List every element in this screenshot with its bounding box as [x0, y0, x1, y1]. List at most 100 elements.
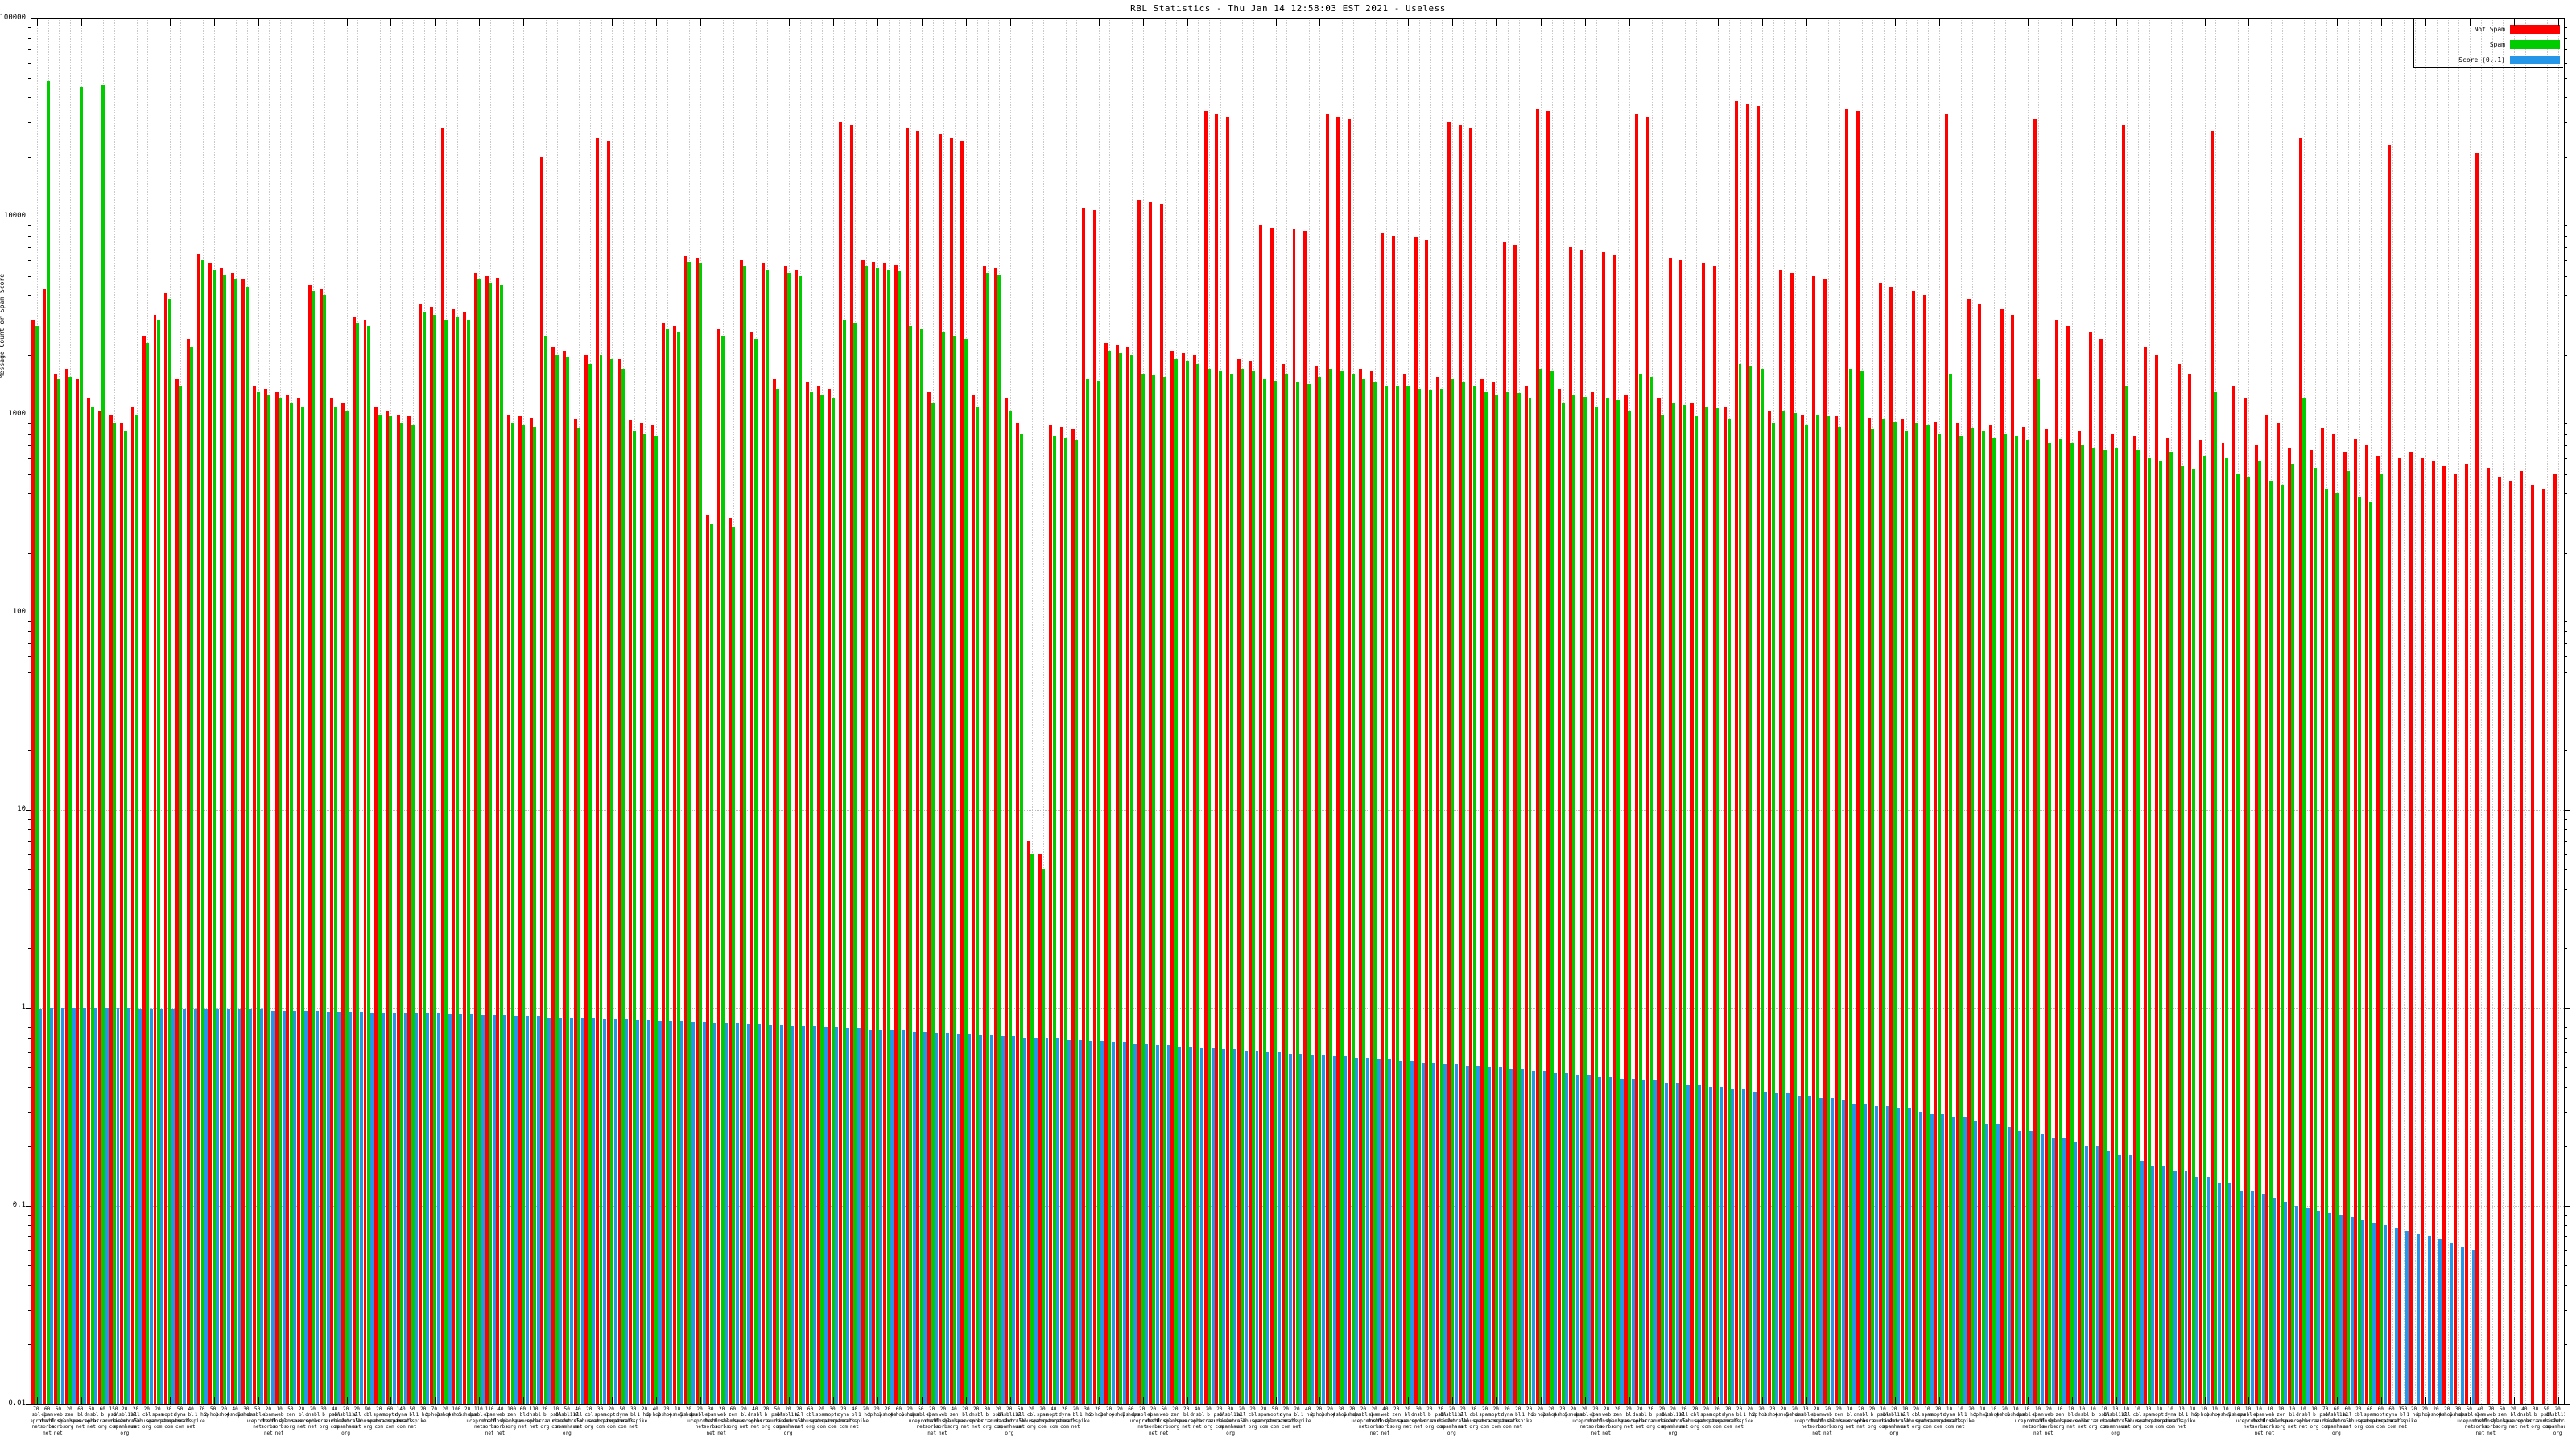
bar-spam — [610, 359, 614, 1404]
bar-not-spam — [1060, 427, 1063, 1404]
x-tick-label: 10 web dnsbl sorbs net — [2258, 1406, 2282, 1436]
bar-score — [1155, 1045, 1159, 1404]
bar-group — [1668, 19, 1679, 1404]
bar-not-spam — [1801, 414, 1805, 1404]
bar-group — [795, 19, 806, 1404]
bar-group — [551, 19, 563, 1404]
y-tick-label: 10 — [17, 805, 26, 814]
x-tick-label: 20 dnsbl sorbs net — [1628, 1406, 1652, 1430]
x-tick-label-line: noptr — [2152, 1412, 2167, 1418]
bar-group — [1402, 19, 1414, 1404]
x-tick-label: 20 4 hops — [2435, 1406, 2459, 1418]
x-tick-label-line: net — [927, 1430, 937, 1436]
x-tick-label-line: dnsbl112 — [2545, 1412, 2565, 1418]
bar-spam — [1428, 390, 1432, 1404]
x-tick-label-line: 20 — [1548, 1406, 1554, 1412]
bar-score — [2217, 1183, 2221, 1404]
x-tick-label-line: spam — [2474, 1412, 2487, 1418]
x-tick-label-line: org — [540, 1424, 550, 1430]
bar-spam — [1218, 371, 1222, 1404]
bar-spam — [411, 425, 415, 1404]
x-tick-label: 20 5 hops — [456, 1406, 480, 1418]
x-tick-label-line: abuseat — [1463, 1418, 1484, 1424]
bar-not-spam — [286, 394, 290, 1404]
x-tick-label-line: spam — [373, 1412, 385, 1418]
x-tick-label-line: 30 — [829, 1406, 836, 1412]
bar-score — [2151, 1165, 2155, 1404]
bar-not-spam — [2121, 125, 2125, 1404]
x-tick-label-line: 20 — [1537, 1406, 1543, 1412]
x-tick-label-line: dnsbl-1 — [2237, 1412, 2259, 1418]
x-axis-tick — [2027, 1397, 2029, 1404]
bar-not-spam — [2365, 444, 2369, 1404]
x-tick-label-line: 20 — [1592, 1406, 1599, 1412]
x-tick-label-line: sorbs — [2472, 1424, 2487, 1430]
bar-spam — [1628, 410, 1632, 1404]
legend-swatch-not-spam — [2510, 24, 2560, 34]
bar-score — [1974, 1121, 1978, 1404]
x-tick-label: 110 dnsbl sorbs net — [522, 1406, 546, 1430]
x-tick-label: 20 5 hops — [1340, 1406, 1364, 1418]
x-tick-label-line: org — [783, 1430, 793, 1436]
x-tick-label-line: 20 — [353, 1406, 360, 1412]
x-tick-label-line: barracudacentral — [1860, 1418, 1907, 1424]
bar-spam — [68, 376, 72, 1404]
bar-not-spam — [1414, 237, 1418, 1404]
x-tick-label-line: 20 — [818, 1406, 824, 1412]
bar-group — [1148, 19, 1160, 1404]
x-tick-label: 50 all s5h net — [1009, 1406, 1033, 1430]
x-tick-label: 20 1 hop — [1738, 1406, 1762, 1418]
x-axis-tick — [1541, 1397, 1542, 1404]
legend-label-not-spam: Not Spam — [2474, 25, 2505, 33]
x-tick-label-line: 20 — [1691, 1406, 1699, 1412]
x-tick-label-line: net — [1679, 1424, 1689, 1430]
x-tick-label-line: 40 — [1382, 1406, 1389, 1412]
x-tick-label-line: dnsbl — [84, 1412, 99, 1418]
x-tick-label-line: 20 — [1891, 1406, 1897, 1412]
bar-spam — [1085, 379, 1089, 1404]
x-tick-label-line: dnsbl-1 — [1574, 1412, 1595, 1418]
gridline-v — [2558, 19, 2560, 1404]
bar-score — [503, 1015, 507, 1404]
x-tick-label-line: org — [2354, 1424, 2363, 1430]
x-tick-label: 30 noptr spamrats com — [157, 1406, 181, 1430]
x-tick-label-line: 20 — [741, 1406, 747, 1412]
x-tick-label-line: com — [1922, 1424, 1932, 1430]
bar-group — [1701, 19, 1712, 1404]
bar-group — [1690, 19, 1702, 1404]
bar-score — [1775, 1093, 1779, 1404]
x-axis-tick — [2381, 1397, 2383, 1404]
y-axis-minor-tick — [28, 948, 31, 950]
bar-group — [76, 19, 87, 1404]
bar-not-spam — [120, 423, 124, 1404]
gridline-v — [2437, 19, 2438, 1404]
y-axis-minor-tick — [2564, 156, 2567, 158]
bar-score — [171, 1009, 175, 1404]
bar-score — [514, 1016, 518, 1404]
x-tick-label: 20 cbl abuseat org — [1904, 1406, 1928, 1430]
y-tick-label: 0.1 — [12, 1201, 26, 1210]
x-tick-label: 50 2 hops — [201, 1406, 225, 1418]
y-axis-minor-tick — [28, 1111, 31, 1113]
bar-group — [2387, 19, 2398, 1404]
x-tick-label-line: spamrats — [610, 1418, 634, 1424]
x-tick-label-line: 100 — [507, 1406, 517, 1412]
bar-score — [1089, 1041, 1093, 1404]
x-tick-label-line: spamrats — [389, 1418, 413, 1424]
bar-spam — [1594, 406, 1598, 1404]
x-tick-label-line: spamrats — [168, 1418, 192, 1424]
bar-spam — [1108, 350, 1112, 1404]
x-tick-label-line: 20 — [1061, 1406, 1068, 1412]
x-tick-label-line: dnsbl112 — [334, 1412, 357, 1418]
x-tick-label-line: spamhaus — [2048, 1418, 2072, 1424]
bar-group — [2165, 19, 2177, 1404]
x-axis-tick — [1187, 19, 1188, 26]
bar-not-spam — [993, 267, 997, 1404]
bar-not-spam — [43, 288, 47, 1404]
bar-group — [1911, 19, 1922, 1404]
x-tick-label: 20 zen spamhaus org — [1163, 1406, 1187, 1430]
x-tick-label-line: 20 — [1349, 1406, 1356, 1412]
bar-not-spam — [2099, 339, 2103, 1404]
bar-score — [1675, 1082, 1679, 1404]
x-tick-label: 20 web dnsbl sorbs net — [1815, 1406, 1839, 1436]
